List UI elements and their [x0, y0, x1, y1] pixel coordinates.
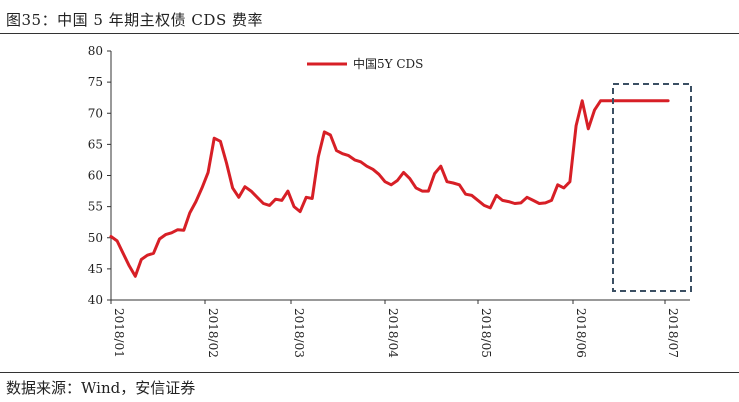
x-tick-label: 2018/02: [206, 308, 220, 358]
x-tick-label: 2018/05: [479, 308, 493, 358]
source-note: 数据来源：Wind，安信证券: [6, 379, 196, 397]
y-tick-label: 60: [88, 169, 103, 183]
legend-label: 中国5Y CDS: [353, 56, 423, 71]
highlight-box: [612, 83, 692, 292]
y-tick-label: 50: [88, 231, 103, 245]
y-tick-label: 65: [88, 137, 103, 151]
y-tick-label: 70: [88, 106, 103, 120]
title-rule: [0, 33, 739, 34]
source-rule: [0, 372, 739, 373]
x-tick-label: 2018/01: [112, 308, 126, 358]
y-tick-label: 55: [88, 200, 103, 214]
y-tick-label: 75: [88, 75, 103, 89]
y-tick-label: 80: [88, 44, 103, 58]
x-tick-label: 2018/04: [386, 308, 400, 358]
x-tick-label: 2018/03: [292, 308, 306, 358]
chart-legend: 中国5Y CDS: [307, 56, 423, 71]
chart-plot-area: [109, 99, 670, 278]
series-line: [109, 99, 670, 278]
x-tick-label: 2018/07: [666, 308, 680, 358]
x-tick-label: 2018/06: [574, 308, 588, 358]
y-tick-label: 40: [88, 293, 103, 307]
figure-title: 图35：中国 5 年期主权债 CDS 费率: [6, 11, 263, 29]
y-tick-label: 45: [88, 262, 103, 276]
chart-ticks: 40 45 50 55 60 65 70 75 80 2018/01 2018/02 2018/03 2…: [88, 44, 680, 358]
